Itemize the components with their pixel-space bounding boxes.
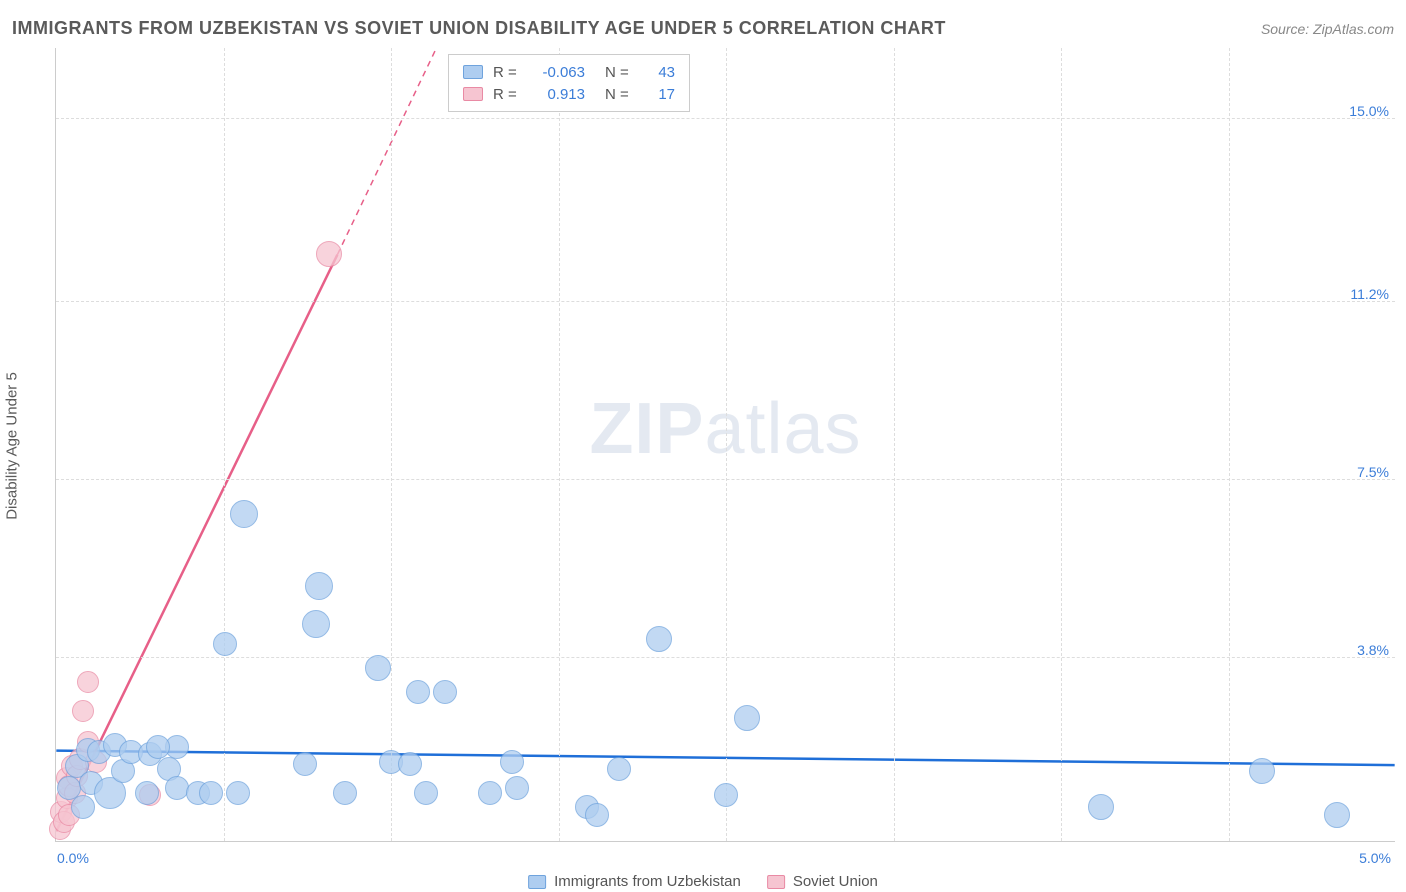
legend-swatch — [767, 875, 785, 889]
gridline-vertical — [894, 48, 895, 841]
data-point — [1088, 794, 1114, 820]
data-point — [213, 632, 237, 656]
data-point — [500, 750, 524, 774]
trend-line — [337, 48, 436, 255]
data-point — [226, 781, 250, 805]
series-legend: Immigrants from Uzbekistan Soviet Union — [528, 873, 878, 890]
legend-swatch — [463, 87, 483, 101]
legend-r-value: -0.063 — [535, 64, 585, 81]
x-tick-label: 5.0% — [1359, 850, 1391, 866]
data-point — [585, 803, 609, 827]
data-point — [199, 781, 223, 805]
watermark-bold: ZIP — [589, 389, 704, 469]
data-point — [646, 626, 672, 652]
legend-r-value: 0.913 — [535, 86, 585, 103]
gridline-vertical — [224, 48, 225, 841]
legend-n-label: N = — [605, 64, 637, 81]
data-point — [414, 781, 438, 805]
source-attribution: Source: ZipAtlas.com — [1261, 21, 1394, 37]
y-tick-label: 15.0% — [1349, 103, 1389, 119]
legend-r-label: R = — [493, 86, 525, 103]
gridline-vertical — [391, 48, 392, 841]
data-point — [293, 752, 317, 776]
legend-n-value: 43 — [647, 64, 675, 81]
gridline-vertical — [726, 48, 727, 841]
y-tick-label: 3.8% — [1357, 642, 1389, 658]
legend-item: Soviet Union — [767, 873, 878, 890]
data-point — [607, 757, 631, 781]
gridline-vertical — [559, 48, 560, 841]
legend-series-name: Immigrants from Uzbekistan — [554, 873, 741, 890]
data-point — [146, 735, 170, 759]
data-point — [478, 781, 502, 805]
legend-n-label: N = — [605, 86, 637, 103]
legend-swatch — [463, 65, 483, 79]
legend-row: R = -0.063 N = 43 — [463, 61, 675, 83]
data-point — [135, 781, 159, 805]
data-point — [505, 776, 529, 800]
data-point — [365, 655, 391, 681]
chart-title: IMMIGRANTS FROM UZBEKISTAN VS SOVIET UNI… — [12, 18, 946, 39]
data-point — [406, 680, 430, 704]
legend-series-name: Soviet Union — [793, 873, 878, 890]
legend-swatch — [528, 875, 546, 889]
legend-r-label: R = — [493, 64, 525, 81]
data-point — [71, 795, 95, 819]
data-point — [1324, 802, 1350, 828]
watermark-rest: atlas — [704, 389, 861, 469]
data-point — [1249, 758, 1275, 784]
data-point — [398, 752, 422, 776]
data-point — [333, 781, 357, 805]
y-axis-label: Disability Age Under 5 — [4, 372, 21, 520]
data-point — [165, 776, 189, 800]
data-point — [305, 572, 333, 600]
data-point — [714, 783, 738, 807]
gridline-vertical — [1061, 48, 1062, 841]
data-point — [72, 700, 94, 722]
legend-n-value: 17 — [647, 86, 675, 103]
gridline-vertical — [1229, 48, 1230, 841]
x-tick-label: 0.0% — [57, 850, 89, 866]
y-tick-label: 11.2% — [1350, 286, 1389, 302]
correlation-legend: R = -0.063 N = 43 R = 0.913 N = 17 — [448, 54, 690, 112]
data-point — [302, 610, 330, 638]
data-point — [433, 680, 457, 704]
y-tick-label: 7.5% — [1357, 464, 1389, 480]
data-point — [734, 705, 760, 731]
data-point — [316, 241, 342, 267]
legend-item: Immigrants from Uzbekistan — [528, 873, 741, 890]
data-point — [77, 671, 99, 693]
data-point — [230, 500, 258, 528]
legend-row: R = 0.913 N = 17 — [463, 83, 675, 105]
scatter-plot: ZIPatlas 3.8% 7.5% 11.2% 15.0% — [55, 48, 1395, 842]
